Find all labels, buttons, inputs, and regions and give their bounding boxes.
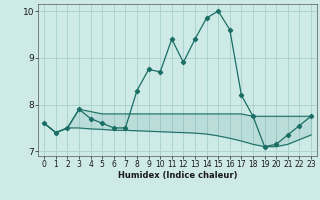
X-axis label: Humidex (Indice chaleur): Humidex (Indice chaleur) xyxy=(118,171,237,180)
